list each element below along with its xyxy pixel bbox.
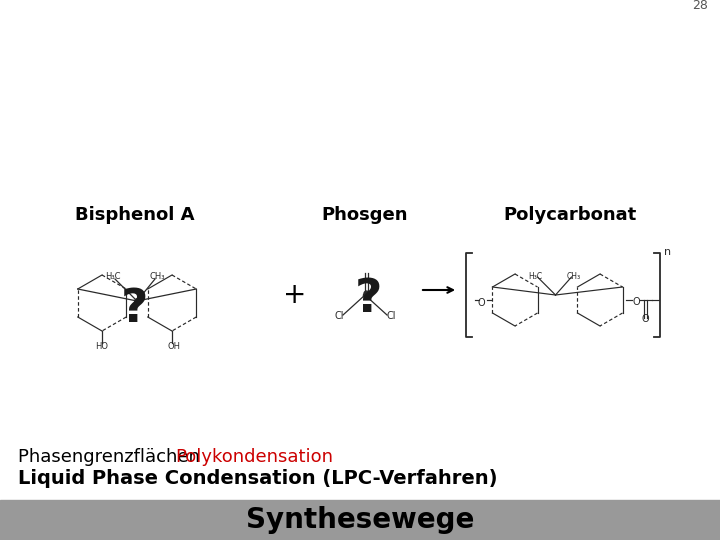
Text: Bisphenol A: Bisphenol A [76, 206, 194, 224]
Text: Cl: Cl [334, 311, 343, 321]
Text: ?: ? [354, 278, 382, 322]
Text: O: O [632, 297, 640, 307]
Text: +: + [283, 281, 307, 309]
Text: Liquid Phase Condensation (LPC-Verfahren): Liquid Phase Condensation (LPC-Verfahren… [18, 469, 498, 488]
Text: 28: 28 [692, 0, 708, 12]
Bar [0, 500, 720, 540]
Text: Cl: Cl [386, 311, 396, 321]
Text: Synthesewege: Synthesewege [246, 506, 474, 534]
Text: OH: OH [168, 342, 181, 351]
Text: H₃C: H₃C [105, 272, 121, 281]
Text: Phosgen: Phosgen [322, 206, 408, 224]
Text: O: O [477, 298, 485, 308]
Text: Phasengrenzflächen: Phasengrenzflächen [18, 448, 206, 466]
Text: O: O [642, 314, 649, 324]
Text: Polykondensation: Polykondensation [175, 448, 333, 466]
Text: CH₃: CH₃ [149, 272, 165, 281]
Text: H₃C: H₃C [528, 272, 543, 281]
Text: n: n [664, 247, 671, 257]
Text: CH₃: CH₃ [567, 272, 580, 281]
Text: ?: ? [121, 287, 149, 333]
Text: Polycarbonat: Polycarbonat [503, 206, 636, 224]
Text: HO: HO [96, 342, 109, 351]
